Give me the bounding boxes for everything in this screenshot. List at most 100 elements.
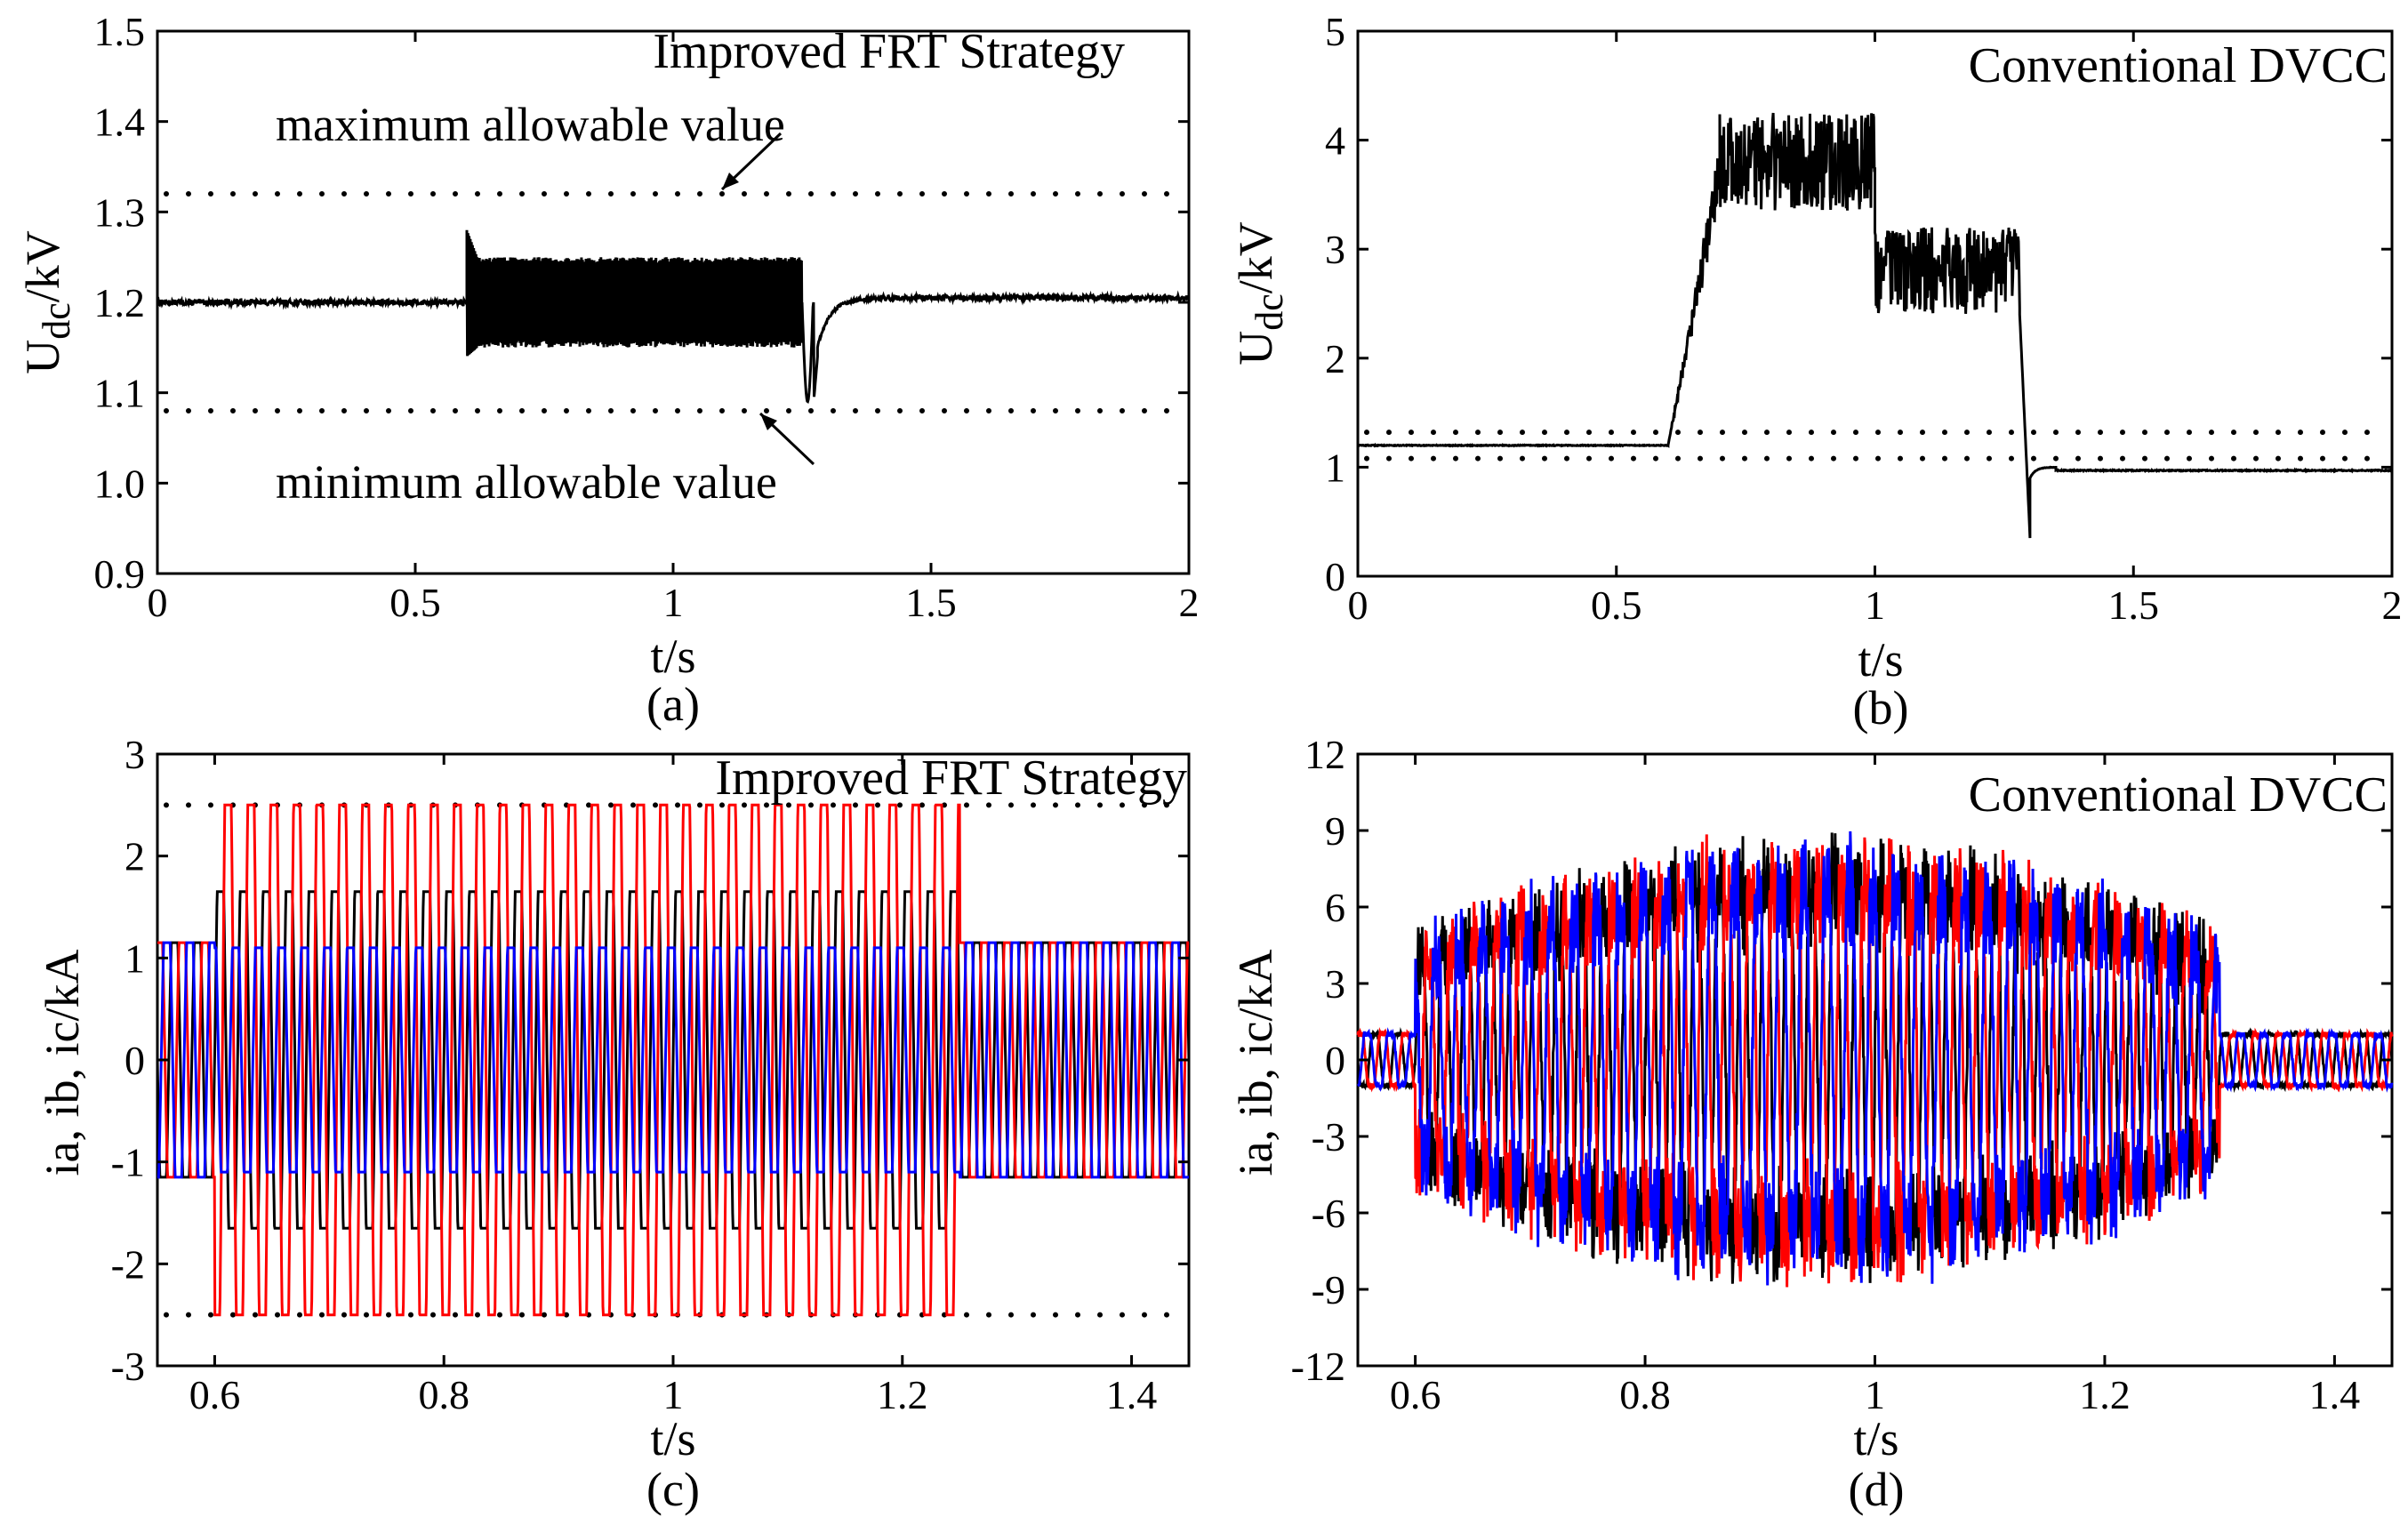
panel-a-limit-lines [164, 191, 1183, 413]
panel-a-series [156, 229, 1191, 404]
d-series-ia [1356, 832, 2394, 1284]
b-xtick-label: 1 [1865, 582, 1885, 628]
panel-c-ylabel: ia, ib, ic/kA [36, 950, 89, 1176]
d-xtick-label: 1.4 [2309, 1372, 2361, 1417]
c-series-ia [156, 890, 1191, 1230]
b-ytick-label: 0 [1325, 554, 1345, 599]
panel-c-title: Improved FRT Strategy [715, 750, 1187, 806]
b-xtick-label: 1.5 [2108, 582, 2160, 628]
panel-d-xticks: 0.6 0.8 1 1.2 1.4 [1390, 754, 2360, 1417]
a-ytick-label: 1.3 [94, 189, 146, 235]
panel-a-ylabel-main: U [16, 340, 69, 374]
b-xtick-label: 0.5 [1591, 582, 1642, 628]
panel-a-xlabel: t/s [650, 630, 695, 683]
panel-b-series [1358, 112, 2393, 539]
panel-a-caption: (a) [646, 678, 700, 731]
b-ytick-label: 1 [1325, 445, 1345, 490]
panel-c-limit-lines [164, 802, 1183, 1318]
d-ytick-label: -3 [1312, 1114, 1345, 1160]
c-ytick-label: -3 [111, 1344, 145, 1389]
panel-b-ylabel: Udc/kV [1229, 221, 1291, 365]
panel-d-title: Conventional DVCC [1969, 767, 2388, 823]
c-series-ic [157, 941, 1189, 1179]
d-series-ib [1356, 834, 2394, 1288]
panel-c-xlabel: t/s [650, 1412, 695, 1465]
b-xtick-label: 0 [1348, 582, 1369, 628]
c-ytick-label: 1 [124, 935, 145, 981]
panel-d-yticks: -12 -9 -6 -3 0 3 6 9 12 [1291, 732, 2392, 1389]
panel-a-xticks: 0 0.5 1 1.5 2 [148, 31, 1200, 625]
a-xtick-label: 1 [663, 580, 684, 625]
panel-b-xlabel: t/s [1858, 633, 1903, 686]
d-xtick-label: 0.8 [1619, 1372, 1671, 1417]
d-series-ic [1357, 831, 2394, 1286]
c-series-ib [157, 803, 1190, 1317]
panel-b-yticks: 0 1 2 3 4 5 [1325, 9, 2392, 599]
panel-c-caption: (c) [646, 1463, 700, 1516]
panel-d-caption: (d) [1849, 1463, 1905, 1516]
a-ytick-label: 1.2 [94, 280, 146, 325]
b-series-Udc [1358, 112, 2393, 539]
panel-a-arrow-max-head [722, 173, 739, 189]
panel-a-annotation-min: minimum allowable value [276, 455, 777, 509]
b-ytick-label: 2 [1325, 336, 1345, 381]
a-ytick-label: 1.5 [94, 9, 146, 54]
a-xtick-label: 0 [148, 580, 168, 625]
panel-a-ylabel-unit: /kV [16, 230, 69, 302]
d-ytick-label: 12 [1304, 732, 1345, 777]
b-xtick-label: 2 [2382, 582, 2403, 628]
c-ytick-label: -2 [111, 1241, 145, 1287]
panel-b-xticks: 0 0.5 1 1.5 2 [1348, 31, 2403, 628]
panel-b-limit-lines [1364, 429, 2386, 462]
panel-c-xticks: 0.6 0.8 1 1.2 1.4 [189, 754, 1158, 1417]
panel-b-ylabel-sub: dc [1248, 293, 1291, 331]
a-ytick-label: 1.0 [94, 461, 146, 506]
panel-c: 0.6 0.8 1 1.2 1.4 -3 -2 -1 0 1 2 3 Improved FRT St… [36, 732, 1191, 1516]
b-ytick-label: 3 [1325, 227, 1345, 272]
panel-b-ylabel-unit: /kV [1229, 221, 1282, 293]
c-ytick-label: 3 [124, 732, 145, 777]
d-ytick-label: -12 [1291, 1344, 1345, 1389]
a-ytick-label: 1.1 [94, 371, 146, 416]
panel-d-series [1356, 831, 2394, 1288]
d-ytick-label: 3 [1325, 961, 1345, 1007]
d-ytick-label: -9 [1312, 1267, 1345, 1312]
d-ytick-label: 9 [1325, 808, 1345, 854]
a-xtick-label: 2 [1179, 580, 1200, 625]
panel-b-ylabel-main: U [1229, 331, 1282, 365]
c-xtick-label: 1.4 [1106, 1372, 1158, 1417]
c-ytick-label: -1 [111, 1140, 145, 1185]
d-xtick-label: 0.6 [1390, 1372, 1441, 1417]
a-ytick-label: 1.4 [94, 100, 146, 145]
d-xtick-label: 1 [1865, 1372, 1885, 1417]
panel-a: 0 0.5 1 1.5 2 0.9 1.0 1.1 1.2 1.3 1.4 1.5 Improved… [16, 9, 1200, 731]
a-xtick-label: 1.5 [905, 580, 957, 625]
c-ytick-label: 2 [124, 834, 145, 879]
a-ytick-label: 0.9 [94, 551, 146, 597]
d-ytick-label: 0 [1325, 1038, 1345, 1083]
d-ytick-label: -6 [1312, 1191, 1345, 1236]
c-xtick-label: 0.6 [189, 1372, 241, 1417]
panel-b-caption: (b) [1853, 681, 1909, 734]
panel-a-yticks: 0.9 1.0 1.1 1.2 1.3 1.4 1.5 [94, 9, 1189, 597]
panel-a-arrow-min-head [760, 413, 777, 430]
panel-a-title: Improved FRT Strategy [653, 24, 1125, 79]
c-xtick-label: 0.8 [418, 1372, 470, 1417]
d-xtick-label: 1.2 [2079, 1372, 2131, 1417]
a-series-Udc [156, 229, 1191, 404]
c-xtick-label: 1.2 [877, 1372, 928, 1417]
panel-d: 0.6 0.8 1 1.2 1.4 -12 -9 -6 -3 0 3 6 9 12 Convention… [1229, 732, 2394, 1516]
panel-b-title: Conventional DVCC [1969, 38, 2388, 93]
panel-c-series [156, 803, 1191, 1317]
c-ytick-label: 0 [124, 1038, 145, 1083]
a-xtick-label: 0.5 [389, 580, 441, 625]
panel-b: 0 0.5 1 1.5 2 0 1 2 3 4 5 Conventional DVCC t/s U… [1229, 9, 2403, 734]
panel-a-annotation-max: maximum allowable value [276, 98, 785, 151]
d-ytick-label: 6 [1325, 885, 1345, 930]
b-ytick-label: 5 [1325, 9, 1345, 54]
c-xtick-label: 1 [663, 1372, 684, 1417]
panel-c-yticks: -3 -2 -1 0 1 2 3 [111, 732, 1189, 1389]
b-ytick-label: 4 [1325, 118, 1345, 164]
panel-a-ylabel: Udc/kV [16, 230, 78, 374]
